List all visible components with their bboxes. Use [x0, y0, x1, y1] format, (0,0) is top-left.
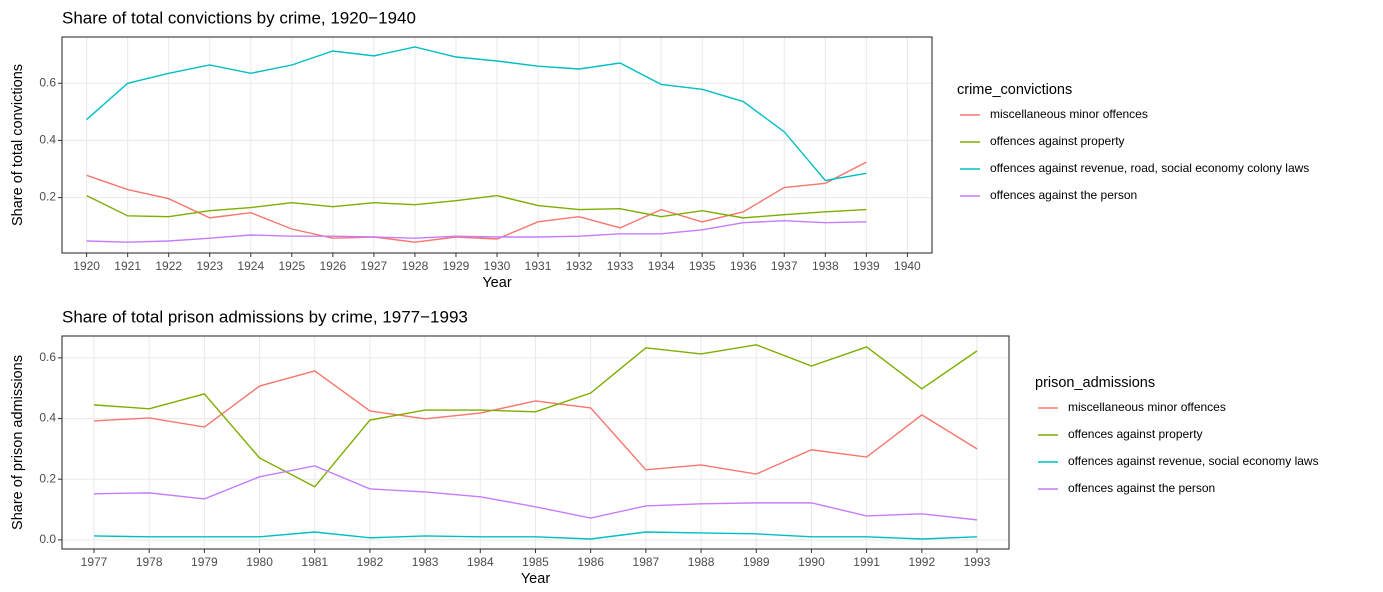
- x-axis-title: Year: [521, 571, 550, 587]
- x-tick-label: 1990: [798, 555, 825, 569]
- series-line: [93, 465, 978, 521]
- x-tick-label: 1984: [467, 555, 494, 569]
- legend-label: offences against revenue, social economy…: [1068, 454, 1319, 468]
- legend-label: offences against property: [1068, 427, 1203, 441]
- panel-border: [61, 36, 933, 254]
- x-tick-label: 1923: [196, 259, 223, 273]
- x-tick-label: 1940: [894, 259, 921, 273]
- x-tick-label: 1924: [237, 259, 264, 273]
- y-tick-label: 0.2: [39, 190, 56, 204]
- x-tick-label: 1933: [607, 259, 634, 273]
- x-tick-label: 1920: [73, 259, 100, 273]
- x-tick-label: 1991: [853, 555, 880, 569]
- y-tick-label: 0.4: [39, 411, 56, 425]
- x-tick-label: 1934: [648, 259, 675, 273]
- x-tick-label: 1928: [402, 259, 429, 273]
- x-tick-label: 1930: [484, 259, 511, 273]
- y-tick-label: 0.2: [39, 471, 56, 485]
- series-line: [93, 344, 978, 488]
- legend-title: prison_admissions: [1035, 375, 1155, 391]
- y-axis-title: Share of prison admissions: [10, 355, 26, 530]
- x-axis-title: Year: [482, 275, 511, 291]
- legend-label: offences against the person: [1068, 481, 1215, 495]
- x-tick-label: 1931: [525, 259, 552, 273]
- x-tick-label: 1986: [577, 555, 604, 569]
- x-tick-label: 1987: [633, 555, 660, 569]
- legend-label: offences against the person: [990, 188, 1137, 202]
- series-line: [93, 370, 978, 475]
- x-tick-label: 1925: [278, 259, 305, 273]
- series-line: [86, 161, 867, 243]
- panel-border: [61, 335, 1010, 550]
- legend-title: crime_convictions: [957, 82, 1072, 98]
- legend-label: offences against revenue, road, social e…: [990, 161, 1309, 175]
- series-line: [86, 46, 867, 182]
- x-tick-label: 1937: [771, 259, 798, 273]
- series-line: [86, 194, 867, 219]
- chart-title: Share of total prison admissions by crim…: [62, 307, 468, 326]
- series-line: [86, 220, 867, 243]
- x-tick-label: 1985: [522, 555, 549, 569]
- x-tick-label: 1981: [301, 555, 328, 569]
- y-tick-label: 0.6: [39, 350, 56, 364]
- x-tick-label: 1926: [319, 259, 346, 273]
- x-tick-label: 1938: [812, 259, 839, 273]
- x-tick-label: 1921: [114, 259, 141, 273]
- series-line: [93, 531, 978, 540]
- x-tick-label: 1932: [566, 259, 593, 273]
- legend-label: miscellaneous minor offences: [990, 107, 1148, 121]
- y-tick-label: 0.0: [39, 532, 56, 546]
- x-tick-label: 1939: [853, 259, 880, 273]
- x-tick-label: 1927: [361, 259, 388, 273]
- x-tick-label: 1935: [689, 259, 716, 273]
- x-tick-label: 1977: [81, 555, 108, 569]
- x-tick-label: 1929: [443, 259, 470, 273]
- y-tick-label: 0.4: [39, 133, 56, 147]
- x-tick-label: 1989: [743, 555, 770, 569]
- x-tick-label: 1983: [412, 555, 439, 569]
- x-tick-label: 1993: [964, 555, 991, 569]
- legend: prison_admissions miscellaneous minor off…: [1035, 375, 1319, 495]
- y-tick-label: 0.6: [39, 75, 56, 89]
- y-axis-title: Share of total convictions: [10, 64, 26, 226]
- chart-title: Share of total convictions by crime, 192…: [62, 8, 416, 27]
- x-tick-label: 1922: [155, 259, 182, 273]
- x-tick-label: 1988: [688, 555, 715, 569]
- x-tick-label: 1978: [136, 555, 163, 569]
- x-tick-label: 1992: [908, 555, 935, 569]
- legend-label: miscellaneous minor offences: [1068, 400, 1226, 414]
- x-tick-label: 1982: [357, 555, 384, 569]
- legend-label: offences against property: [990, 134, 1125, 148]
- x-tick-label: 1980: [246, 555, 273, 569]
- legend: crime_convictions miscellaneous minor off…: [957, 82, 1309, 202]
- x-tick-label: 1979: [191, 555, 218, 569]
- x-tick-label: 1936: [730, 259, 757, 273]
